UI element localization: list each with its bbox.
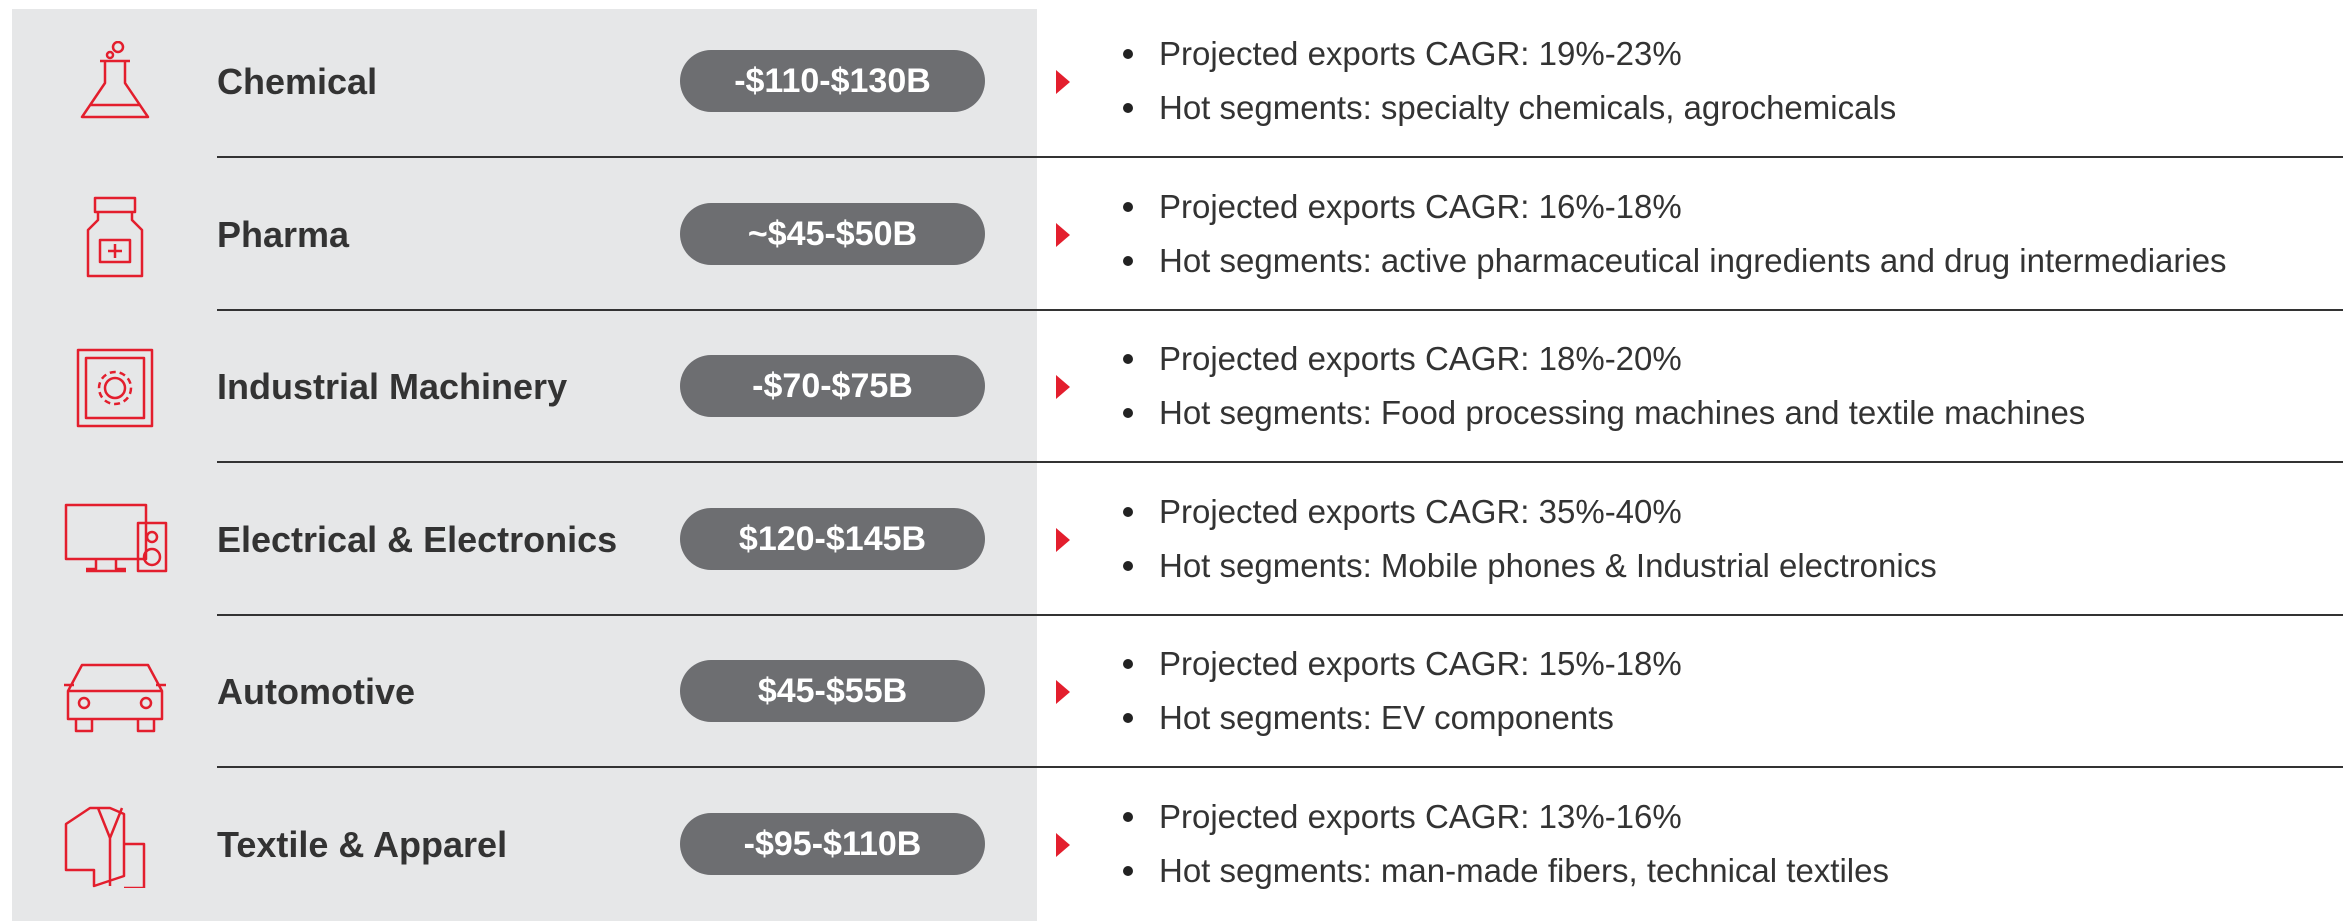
bullet-text: Hot segments: man-made fibers, technical… — [1159, 852, 1889, 889]
value-pill: -$70-$75B — [680, 355, 985, 418]
sector-name: Electrical & Electronics — [217, 518, 618, 560]
sector-icon — [60, 40, 170, 125]
sector-row: Automotive $45-$55B Projected exports CAGR… — [0, 615, 2343, 769]
value-pill: $45-$55B — [680, 660, 985, 723]
bullet: Projected exports CAGR: 18%-20% — [1123, 340, 1682, 378]
bullet-text: Projected exports CAGR: 18%-20% — [1159, 340, 1682, 378]
sector-name: Textile & Apparel — [217, 824, 508, 865]
bullet: Hot segments: specialty chemicals, agroc… — [1123, 89, 1896, 127]
separator — [217, 613, 2343, 616]
arrow — [1056, 527, 1070, 552]
sector-icon — [60, 651, 170, 735]
bullet: Projected exports CAGR: 15%-18% — [1123, 645, 1682, 683]
sector-row: Industrial Machinery -$70-$75B Projected e… — [0, 310, 2343, 464]
sector-name: Automotive — [217, 671, 415, 713]
sector-icon — [60, 346, 170, 430]
value-pill: ~$45-$50B — [680, 202, 985, 265]
bullet-text: Hot segments: Mobile phones & Industrial… — [1159, 546, 1937, 584]
bullet: Hot segments: EV components — [1123, 699, 1614, 737]
separator — [217, 766, 2343, 769]
bullet: Hot segments: man-made fibers, technical… — [1123, 852, 1889, 890]
bullet-text: Hot segments: EV components — [1159, 699, 1614, 737]
arrow — [1056, 222, 1070, 247]
arrow — [1056, 680, 1070, 705]
bullet-text: Projected exports CAGR: 35%-40% — [1159, 492, 1682, 530]
arrow — [1056, 833, 1070, 857]
bullet: Projected exports CAGR: 16%-18% — [1123, 188, 1682, 226]
sector-icon — [60, 804, 170, 890]
sector-name: Industrial Machinery — [217, 366, 568, 408]
bullet: Hot segments: active pharmaceutical ingr… — [1123, 242, 2227, 280]
separator — [217, 308, 2343, 311]
bullet: Projected exports CAGR: 35%-40% — [1123, 493, 1682, 531]
left-panel — [12, 9, 1037, 921]
separator — [217, 461, 2343, 464]
sector-name: Pharma — [217, 213, 350, 255]
arrow — [1056, 70, 1070, 94]
separator — [217, 156, 2343, 158]
sector-row: Pharma ~$45-$50B Projected exports CAGR: 1… — [0, 158, 2343, 311]
sector-icon — [60, 499, 170, 583]
bullet: Hot segments: Food processing machines a… — [1123, 394, 2085, 432]
bullet: Hot segments: Mobile phones & Industrial… — [1123, 547, 1937, 585]
sector-row: Textile & Apparel -$95-$110B Projected exp… — [0, 768, 2343, 921]
bullet: Projected exports CAGR: 13%-16% — [1123, 798, 1682, 836]
value-pill: $120-$145B — [680, 507, 985, 570]
bullet-text: Projected exports CAGR: 19%-23% — [1159, 35, 1682, 72]
sector-name: Chemical — [217, 61, 378, 102]
bullet-text: Projected exports CAGR: 16%-18% — [1159, 187, 1682, 225]
bullet-text: Hot segments: specialty chemicals, agroc… — [1159, 89, 1897, 126]
bullet: Projected exports CAGR: 19%-23% — [1123, 35, 1682, 73]
sector-row: Electrical & Electronics $120-$145B Projec… — [0, 463, 2343, 616]
sector-icon — [60, 194, 170, 278]
bullet-text: Projected exports CAGR: 15%-18% — [1159, 645, 1682, 683]
arrow — [1056, 375, 1070, 400]
value-pill: -$95-$110B — [680, 813, 985, 875]
bullet-text: Projected exports CAGR: 13%-16% — [1159, 798, 1682, 835]
bullet-text: Hot segments: active pharmaceutical ingr… — [1159, 241, 2227, 279]
value-pill: -$110-$130B — [680, 50, 985, 112]
bullet-text: Hot segments: Food processing machines a… — [1159, 394, 2086, 432]
sector-row: Chemical -$110-$130B Projected exports CAG… — [0, 5, 2343, 158]
